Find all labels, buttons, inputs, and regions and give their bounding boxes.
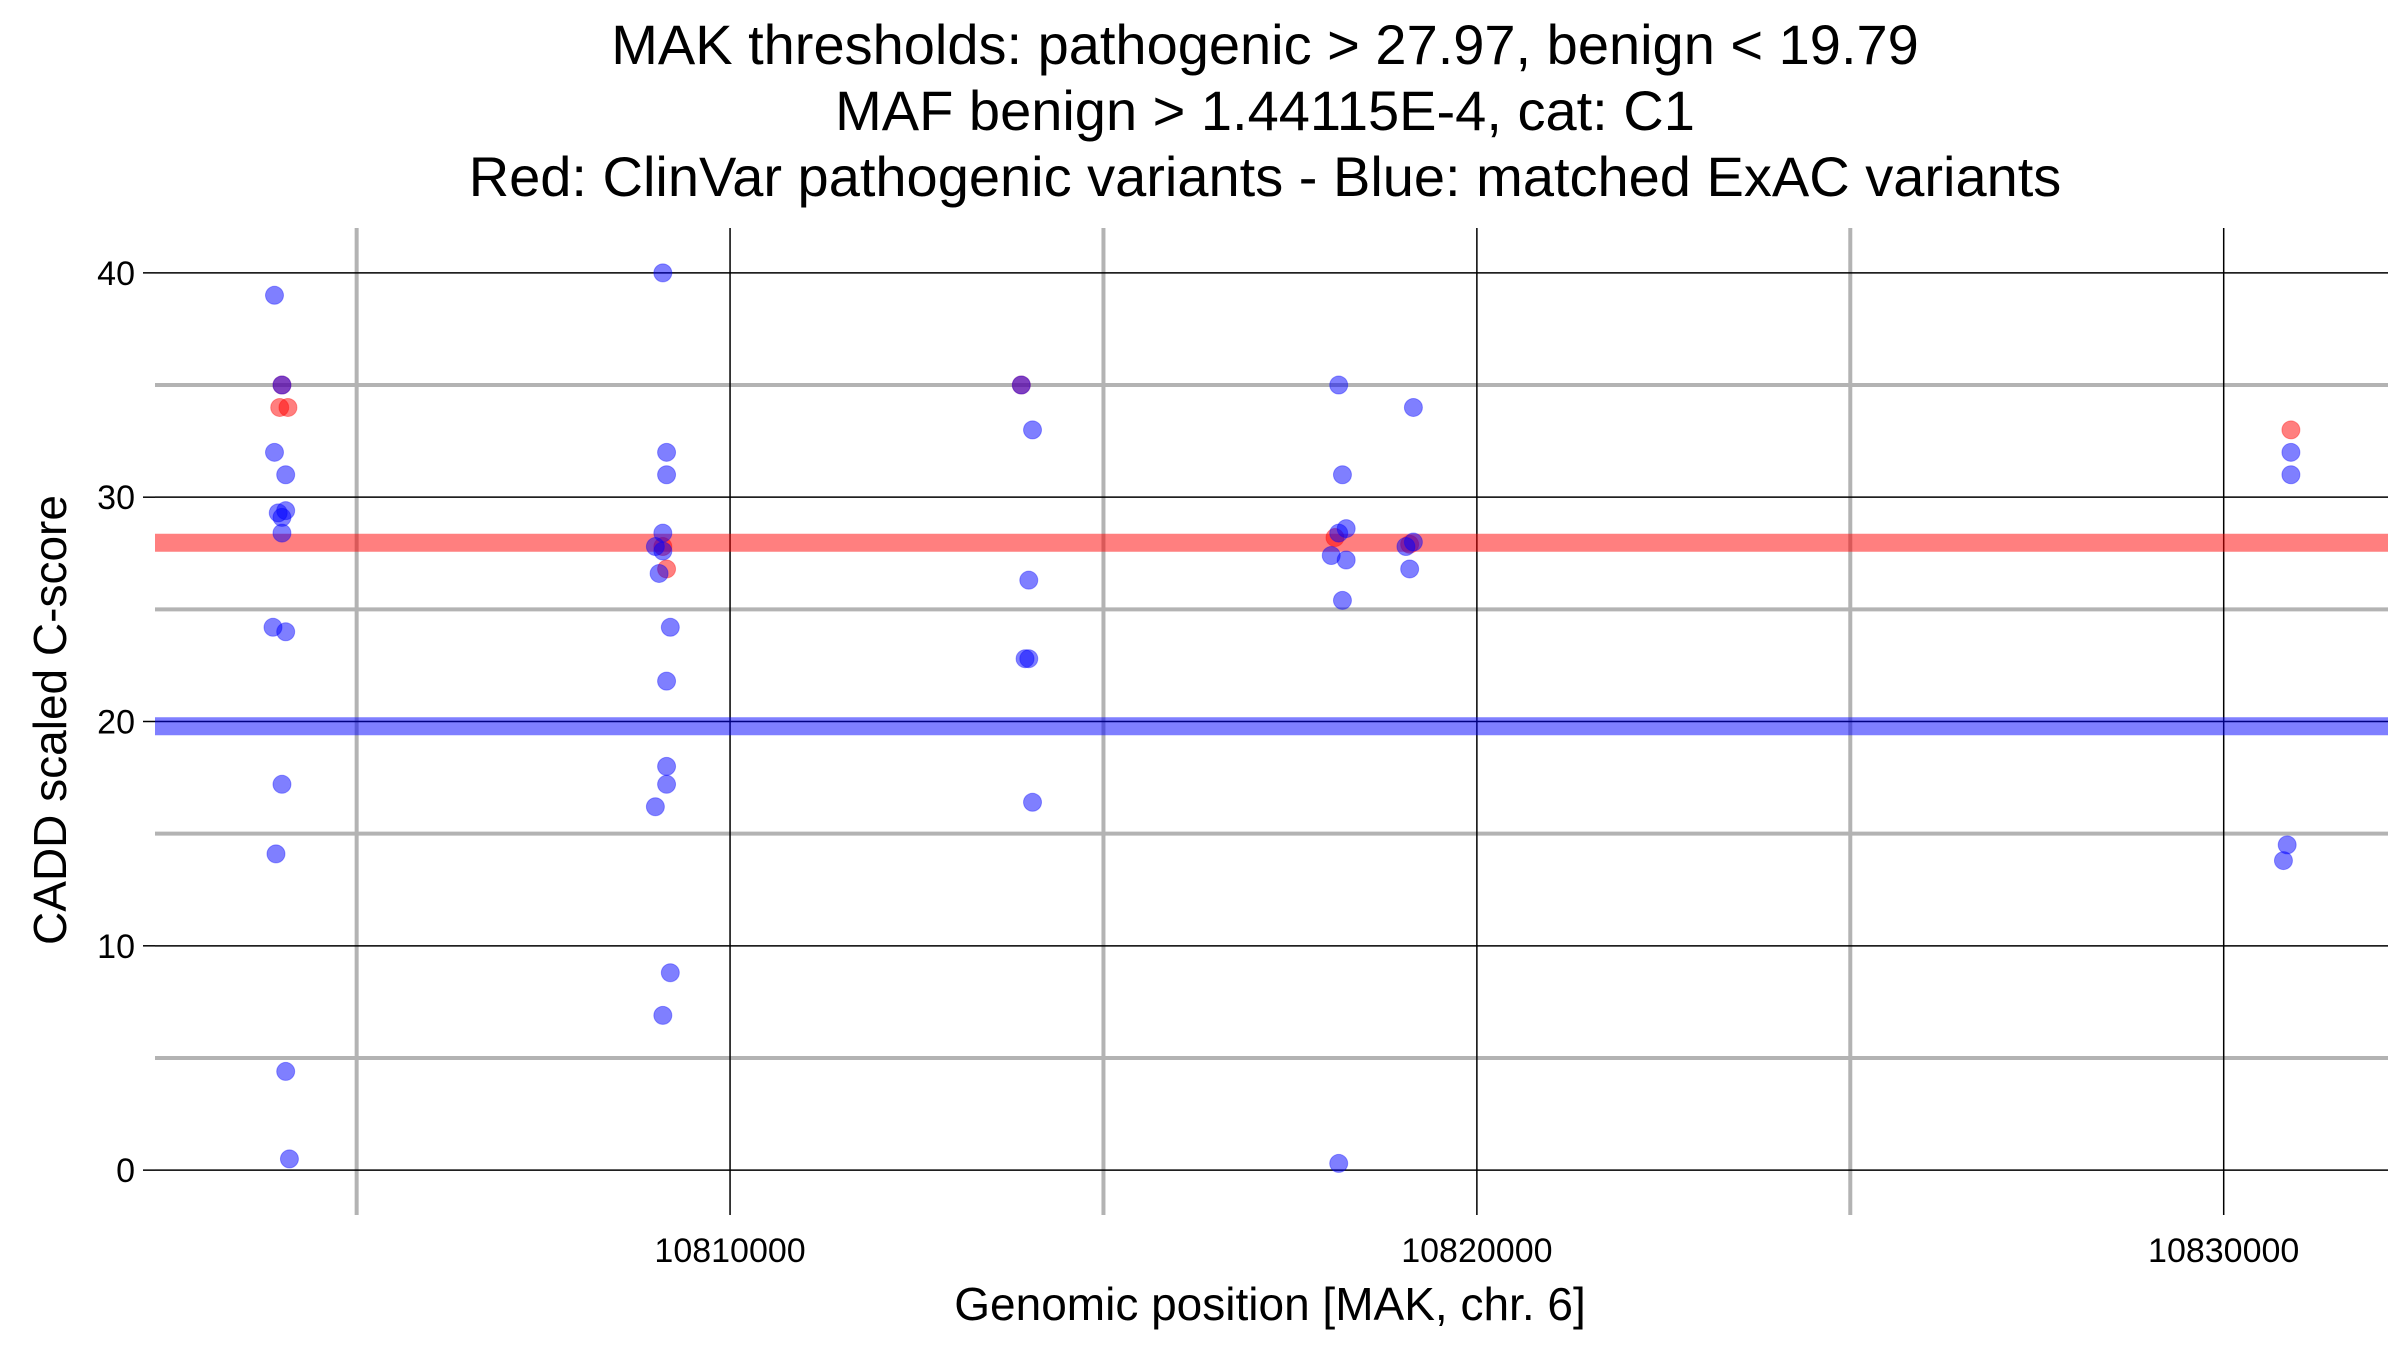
data-point bbox=[660, 617, 680, 637]
data-point bbox=[657, 774, 677, 794]
data-point bbox=[270, 397, 290, 417]
chart-title: MAK thresholds: pathogenic > 27.97, beni… bbox=[469, 13, 2062, 208]
data-point bbox=[2273, 851, 2293, 871]
x-tick-label: 10810000 bbox=[654, 1232, 805, 1270]
y-tick-label: 10 bbox=[97, 928, 135, 966]
data-point bbox=[1023, 420, 1043, 440]
data-point bbox=[653, 1005, 673, 1025]
data-point bbox=[264, 442, 284, 462]
data-point bbox=[1329, 1153, 1349, 1173]
data-point bbox=[276, 465, 296, 485]
x-tick-label: 10830000 bbox=[2148, 1232, 2299, 1270]
data-point bbox=[264, 285, 284, 305]
data-point bbox=[276, 501, 296, 521]
title-line-1: MAK thresholds: pathogenic > 27.97, beni… bbox=[611, 13, 1919, 76]
data-point bbox=[1019, 570, 1039, 590]
data-point bbox=[2277, 835, 2297, 855]
data-point bbox=[653, 541, 673, 561]
data-point bbox=[657, 465, 677, 485]
title-line-2: MAF benign > 1.44115E-4, cat: C1 bbox=[835, 79, 1695, 142]
y-tick-label: 40 bbox=[97, 255, 135, 293]
data-point bbox=[1336, 519, 1356, 539]
data-point bbox=[1336, 550, 1356, 570]
data-point bbox=[1011, 375, 1031, 395]
data-point bbox=[2281, 420, 2301, 440]
data-point bbox=[1019, 649, 1039, 669]
data-point bbox=[272, 774, 292, 794]
data-point bbox=[272, 375, 292, 395]
data-point bbox=[657, 671, 677, 691]
y-axis: 0 10 20 30 40 bbox=[97, 255, 155, 1190]
x-axis: 10810000 10820000 10830000 bbox=[654, 1232, 2299, 1270]
data-point bbox=[1332, 590, 1352, 610]
data-point bbox=[657, 442, 677, 462]
data-point bbox=[653, 263, 673, 283]
threshold-lines bbox=[155, 533, 2388, 736]
y-tick-label: 30 bbox=[97, 479, 135, 517]
data-point bbox=[657, 756, 677, 776]
data-point bbox=[1403, 397, 1423, 417]
data-point bbox=[1332, 465, 1352, 485]
data-point bbox=[276, 622, 296, 642]
data-point bbox=[649, 563, 669, 583]
data-point bbox=[1023, 792, 1043, 812]
data-point bbox=[2281, 442, 2301, 462]
data-point bbox=[660, 963, 680, 983]
data-point bbox=[645, 797, 665, 817]
data-point bbox=[266, 844, 286, 864]
x-axis-label: Genomic position [MAK, chr. 6] bbox=[954, 1278, 1586, 1330]
y-axis-label: CADD scaled C-score bbox=[24, 495, 76, 945]
x-tick-label: 10820000 bbox=[1401, 1232, 1552, 1270]
title-line-3: Red: ClinVar pathogenic variants - Blue:… bbox=[469, 145, 2062, 208]
data-point bbox=[1400, 559, 1420, 579]
data-point bbox=[272, 523, 292, 543]
data-points bbox=[263, 263, 2301, 1173]
data-point bbox=[2281, 465, 2301, 485]
y-tick-label: 20 bbox=[97, 704, 135, 742]
data-point bbox=[276, 1061, 296, 1081]
data-point bbox=[1329, 375, 1349, 395]
data-point bbox=[279, 1149, 299, 1169]
minor-grid bbox=[155, 228, 2388, 1215]
data-point bbox=[1396, 537, 1416, 557]
y-tick-label: 0 bbox=[116, 1152, 135, 1190]
